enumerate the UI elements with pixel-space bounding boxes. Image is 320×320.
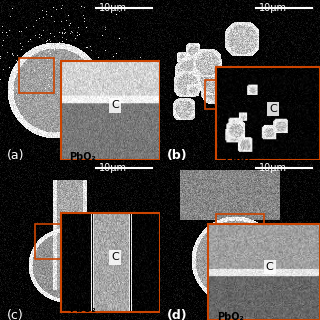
Text: C: C: [266, 262, 274, 272]
Text: 10μm: 10μm: [99, 163, 127, 173]
Text: (a): (a): [6, 149, 24, 162]
Text: (d): (d): [166, 309, 187, 320]
Text: PbO₂: PbO₂: [224, 153, 251, 163]
Text: C: C: [111, 252, 119, 262]
Text: PbO₂: PbO₂: [69, 152, 95, 162]
Text: C: C: [269, 104, 277, 114]
Text: 10μm: 10μm: [99, 3, 127, 13]
Text: 10μm: 10μm: [259, 163, 287, 173]
Text: PbO₂: PbO₂: [217, 312, 244, 320]
Text: (b): (b): [166, 149, 187, 162]
Text: (c): (c): [6, 309, 23, 320]
Text: PbO₂: PbO₂: [69, 304, 95, 314]
Bar: [216, 214, 264, 259]
Bar: [205, 80, 237, 109]
Bar: [35, 224, 67, 259]
Bar: [19, 58, 54, 93]
Text: C: C: [111, 100, 119, 110]
Text: 10μm: 10μm: [259, 3, 287, 13]
